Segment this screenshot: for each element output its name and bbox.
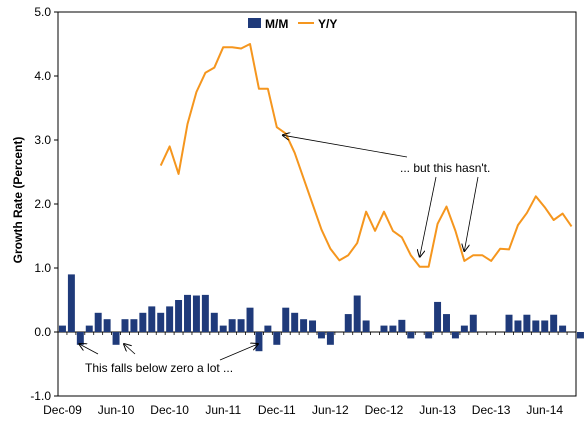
- mm-bar: [246, 307, 254, 332]
- annotation-arrow-yy: [283, 135, 408, 158]
- mm-bar: [157, 312, 165, 332]
- legend-label-yy: Y/Y: [318, 17, 337, 31]
- plot-layer: -1.0 0.0 1.0 2.0 3.0 4.0 5.0 Dec-09 Jun-10 Dec-10…: [30, 5, 584, 417]
- mm-bar: [76, 332, 84, 345]
- y-tick-label: 2.0: [34, 197, 51, 211]
- mm-bar: [434, 301, 442, 332]
- mm-bar: [219, 325, 227, 332]
- x-tick-label: Dec-13: [472, 403, 511, 417]
- mm-bar: [309, 320, 317, 332]
- annotation-mm: This falls below zero a lot ...: [85, 361, 233, 375]
- mm-bar: [112, 332, 120, 345]
- x-tick-label: Dec-09: [43, 403, 82, 417]
- mm-bar: [273, 332, 281, 345]
- mm-bar: [451, 332, 459, 339]
- annotation-arrow-mm: [79, 344, 99, 355]
- mm-bar: [210, 312, 218, 332]
- mm-bar: [139, 312, 147, 332]
- mm-bar: [344, 314, 352, 332]
- mm-bar: [166, 306, 174, 332]
- mm-bar: [326, 332, 334, 345]
- mm-bar: [576, 332, 584, 339]
- y-tick-label: -1.0: [30, 389, 51, 403]
- x-tick-label: Jun-11: [205, 403, 241, 417]
- mm-bar: [353, 295, 361, 332]
- mm-bar: [559, 325, 567, 332]
- mm-bar: [130, 319, 138, 332]
- mm-bar: [532, 320, 540, 332]
- mm-bar: [264, 325, 272, 332]
- legend: M/M Y/Y: [248, 17, 337, 31]
- x-tick-label: Dec-11: [258, 403, 296, 417]
- x-tick-label: Jun-14: [526, 403, 563, 417]
- legend-swatch-mm: [248, 18, 261, 28]
- mm-bar: [550, 314, 558, 332]
- mm-bar: [362, 320, 370, 332]
- annotation-yy: ... but this hasn't.: [400, 161, 490, 175]
- x-tick-label: Dec-12: [365, 403, 404, 417]
- annotation-arrow-yy: [420, 176, 437, 257]
- annotation-arrow-yy: [464, 176, 479, 251]
- y-tick-label: 0.0: [34, 325, 51, 339]
- mm-bar: [541, 320, 549, 332]
- mm-bar: [94, 312, 102, 332]
- mm-bar: [237, 319, 245, 332]
- mm-bar: [228, 319, 236, 332]
- y-tick-label: 1.0: [34, 261, 51, 275]
- mm-bar: [523, 314, 531, 332]
- y-tick-label: 5.0: [34, 5, 51, 19]
- mm-bar: [255, 332, 263, 352]
- mm-bar: [505, 314, 513, 332]
- mm-bar: [184, 294, 191, 332]
- yy-line: [159, 43, 573, 268]
- mm-bar: [407, 332, 415, 339]
- mm-bar: [201, 294, 209, 332]
- y-tick-label: 3.0: [34, 133, 51, 147]
- mm-bar: [282, 307, 290, 332]
- mm-bar: [175, 300, 183, 332]
- x-tick-label: Jun-10: [98, 403, 135, 417]
- annotation-arrow-mm: [219, 344, 258, 361]
- mm-bar: [514, 320, 522, 332]
- mm-bar: [192, 295, 200, 332]
- mm-bar: [291, 312, 299, 332]
- legend-label-mm: M/M: [265, 17, 288, 31]
- plot-frame: [57, 11, 577, 397]
- mm-bar: [317, 332, 325, 339]
- y-tick-label: 4.0: [34, 69, 51, 83]
- mm-bar: [58, 325, 66, 332]
- mm-bar: [443, 314, 450, 332]
- mm-bar: [148, 306, 156, 332]
- y-axis-title: Growth Rate (Percent): [11, 137, 25, 264]
- mm-bar: [389, 325, 397, 332]
- mm-bar: [425, 332, 433, 339]
- mm-bar: [460, 325, 468, 332]
- mm-bar: [103, 319, 111, 332]
- mm-bar: [121, 319, 129, 332]
- mm-bar: [67, 274, 75, 332]
- mm-bar: [398, 319, 406, 332]
- mm-bar: [85, 325, 93, 332]
- mm-bar: [300, 319, 308, 332]
- annotation-arrow-mm: [124, 344, 136, 355]
- mm-bar: [469, 314, 477, 332]
- x-tick-label: Jun-12: [312, 403, 349, 417]
- x-tick-label: Dec-10: [150, 403, 189, 417]
- x-tick-label: Jun-13: [419, 403, 456, 417]
- mm-bar: [380, 325, 388, 332]
